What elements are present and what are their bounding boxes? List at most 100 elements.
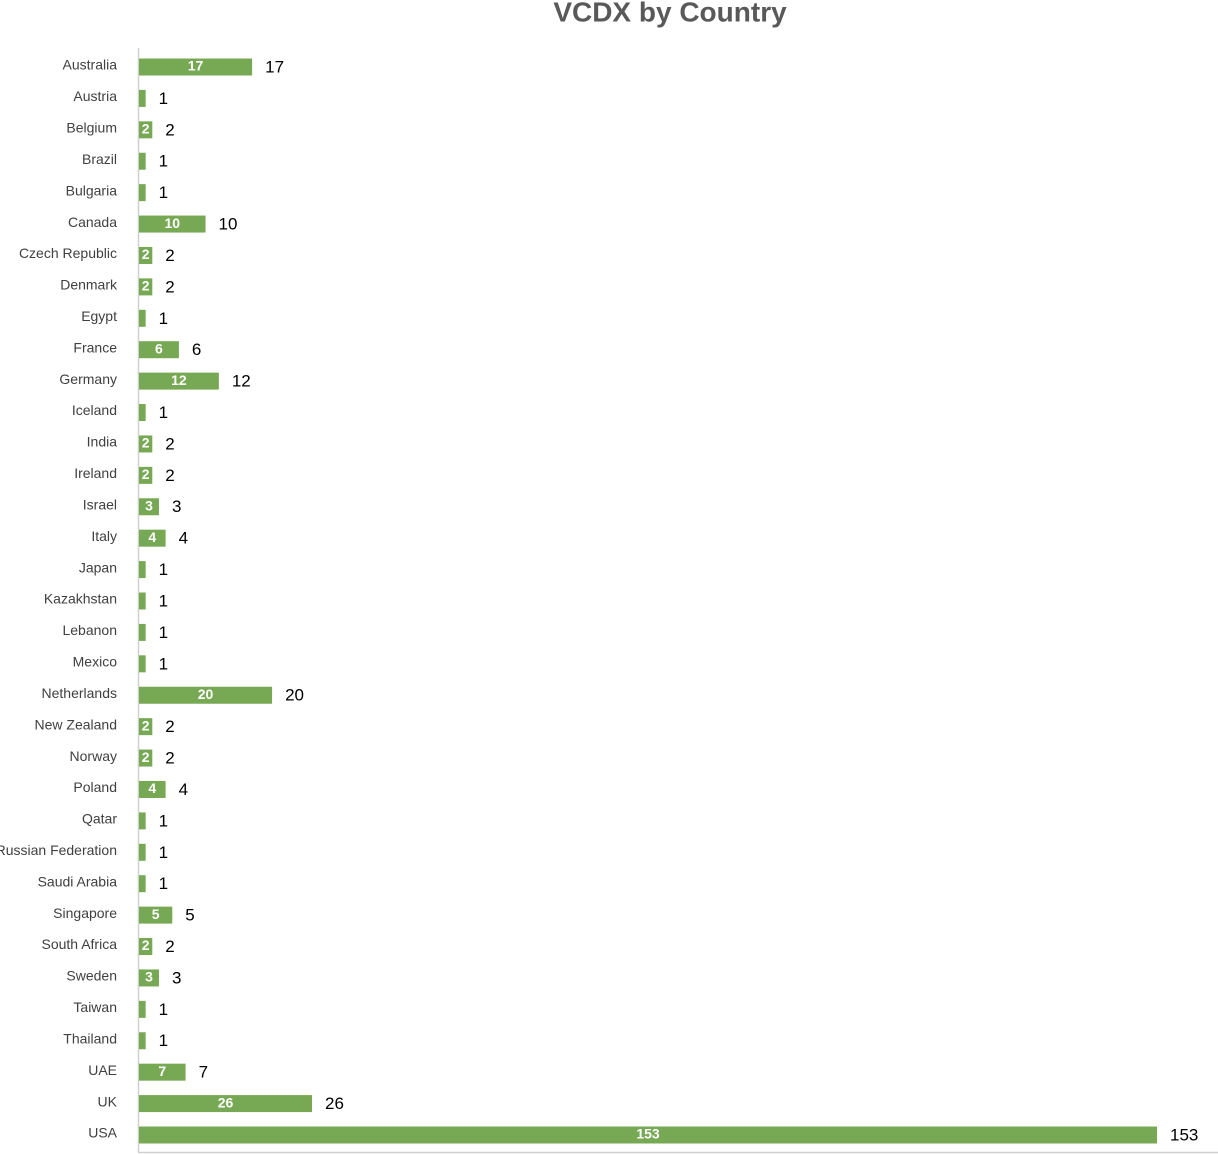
bar xyxy=(139,1032,146,1050)
bar xyxy=(139,812,146,830)
y-tick-label: Iceland xyxy=(72,402,117,418)
bar xyxy=(139,718,153,736)
bar-value-label: 20 xyxy=(285,686,304,705)
bar-value-label: 2 xyxy=(165,466,174,485)
bar-value-label: 1 xyxy=(159,1031,168,1050)
bar xyxy=(139,969,159,987)
bar-inner-label: 20 xyxy=(198,686,214,702)
bar-inner-label: 2 xyxy=(142,435,150,451)
bar-value-label: 10 xyxy=(219,215,238,234)
bar xyxy=(139,1095,312,1113)
bar xyxy=(139,1126,1157,1144)
y-tick-label: Denmark xyxy=(60,277,118,293)
bar xyxy=(139,561,146,579)
bar xyxy=(139,780,166,798)
bar xyxy=(139,529,166,547)
bar-value-label: 3 xyxy=(172,968,181,987)
bar xyxy=(139,184,146,202)
bar-value-label: 1 xyxy=(159,309,168,328)
bar xyxy=(139,466,153,484)
bar-inner-label: 2 xyxy=(142,466,150,482)
y-tick-label: Germany xyxy=(59,371,117,387)
y-tick-label: USA xyxy=(88,1125,117,1141)
bar-value-label: 1 xyxy=(159,560,168,579)
bar-value-label: 2 xyxy=(165,937,174,956)
y-tick-label: Poland xyxy=(73,779,117,795)
bar-value-label: 17 xyxy=(265,57,284,76)
bar-inner-label: 17 xyxy=(188,58,204,74)
bar xyxy=(139,152,146,170)
y-tick-label: Belgium xyxy=(66,120,117,136)
bar-inner-label: 2 xyxy=(142,749,150,765)
bar-inner-label: 26 xyxy=(218,1094,234,1110)
bar-value-label: 1 xyxy=(159,874,168,893)
bar-inner-label: 4 xyxy=(148,780,156,796)
bar xyxy=(139,246,153,264)
y-tick-label: India xyxy=(87,434,118,450)
y-tick-label: Israel xyxy=(83,496,117,512)
bar-value-label: 4 xyxy=(179,780,188,799)
bar-inner-label: 2 xyxy=(142,246,150,262)
bar xyxy=(139,404,146,422)
bar-value-label: 1 xyxy=(159,1000,168,1019)
bar-value-label: 26 xyxy=(325,1094,344,1113)
bar-inner-label: 7 xyxy=(158,1063,166,1079)
bar-inner-label: 12 xyxy=(171,372,187,388)
bar-inner-label: 3 xyxy=(145,497,153,513)
bar-inner-label: 5 xyxy=(152,906,160,922)
y-tick-label: Egypt xyxy=(81,308,117,324)
y-tick-label: Ireland xyxy=(74,465,117,481)
y-tick-label: Lebanon xyxy=(62,622,117,638)
bar-inner-label: 6 xyxy=(155,340,163,356)
y-tick-label: UK xyxy=(98,1093,118,1109)
y-tick-label: Japan xyxy=(79,559,117,575)
y-tick-label: Kazakhstan xyxy=(44,591,117,607)
y-tick-label: Australia xyxy=(63,57,118,73)
bar-value-label: 1 xyxy=(159,183,168,202)
bar-value-label: 6 xyxy=(192,340,201,359)
bar-value-label: 2 xyxy=(165,434,174,453)
y-tick-label: South Africa xyxy=(42,936,118,952)
y-tick-label: Bulgaria xyxy=(66,182,118,198)
bar-value-label: 2 xyxy=(165,277,174,296)
bar xyxy=(139,686,273,704)
bar-inner-label: 2 xyxy=(142,717,150,733)
bar-value-label: 153 xyxy=(1170,1125,1198,1144)
y-tick-label: Qatar xyxy=(82,811,117,827)
y-tick-label: UAE xyxy=(88,1062,117,1078)
bar xyxy=(139,435,153,453)
bar-inner-label: 2 xyxy=(142,121,150,137)
y-tick-label: Canada xyxy=(68,214,117,230)
bar xyxy=(139,372,219,390)
bar xyxy=(139,215,206,233)
bar xyxy=(139,121,153,139)
y-tick-label: Singapore xyxy=(53,905,117,921)
bar-value-label: 1 xyxy=(159,591,168,610)
bar-inner-label: 153 xyxy=(636,1126,660,1142)
bar-value-label: 4 xyxy=(179,529,188,548)
bar-value-label: 3 xyxy=(172,497,181,516)
y-tick-label: Austria xyxy=(73,88,117,104)
bar xyxy=(139,875,146,893)
bar-value-label: 2 xyxy=(165,120,174,139)
y-tick-label: Taiwan xyxy=(73,999,117,1015)
y-tick-label: Saudi Arabia xyxy=(38,873,118,889)
y-tick-label: Russian Federation xyxy=(0,842,117,858)
y-tick-label: Italy xyxy=(91,528,117,544)
y-tick-label: Netherlands xyxy=(42,685,118,701)
bar xyxy=(139,592,146,610)
bar xyxy=(139,938,153,956)
y-tick-label: Brazil xyxy=(82,151,117,167)
y-tick-label: Norway xyxy=(70,748,117,764)
bar-inner-label: 4 xyxy=(148,529,156,545)
bar-value-label: 1 xyxy=(159,843,168,862)
bar xyxy=(139,309,146,327)
bar xyxy=(139,906,173,924)
bar-inner-label: 2 xyxy=(142,278,150,294)
bar xyxy=(139,623,146,641)
y-tick-label: Mexico xyxy=(73,654,118,670)
bar xyxy=(139,341,179,359)
bar-value-label: 2 xyxy=(165,246,174,265)
bar-value-label: 2 xyxy=(165,717,174,736)
bar-value-label: 1 xyxy=(159,811,168,830)
